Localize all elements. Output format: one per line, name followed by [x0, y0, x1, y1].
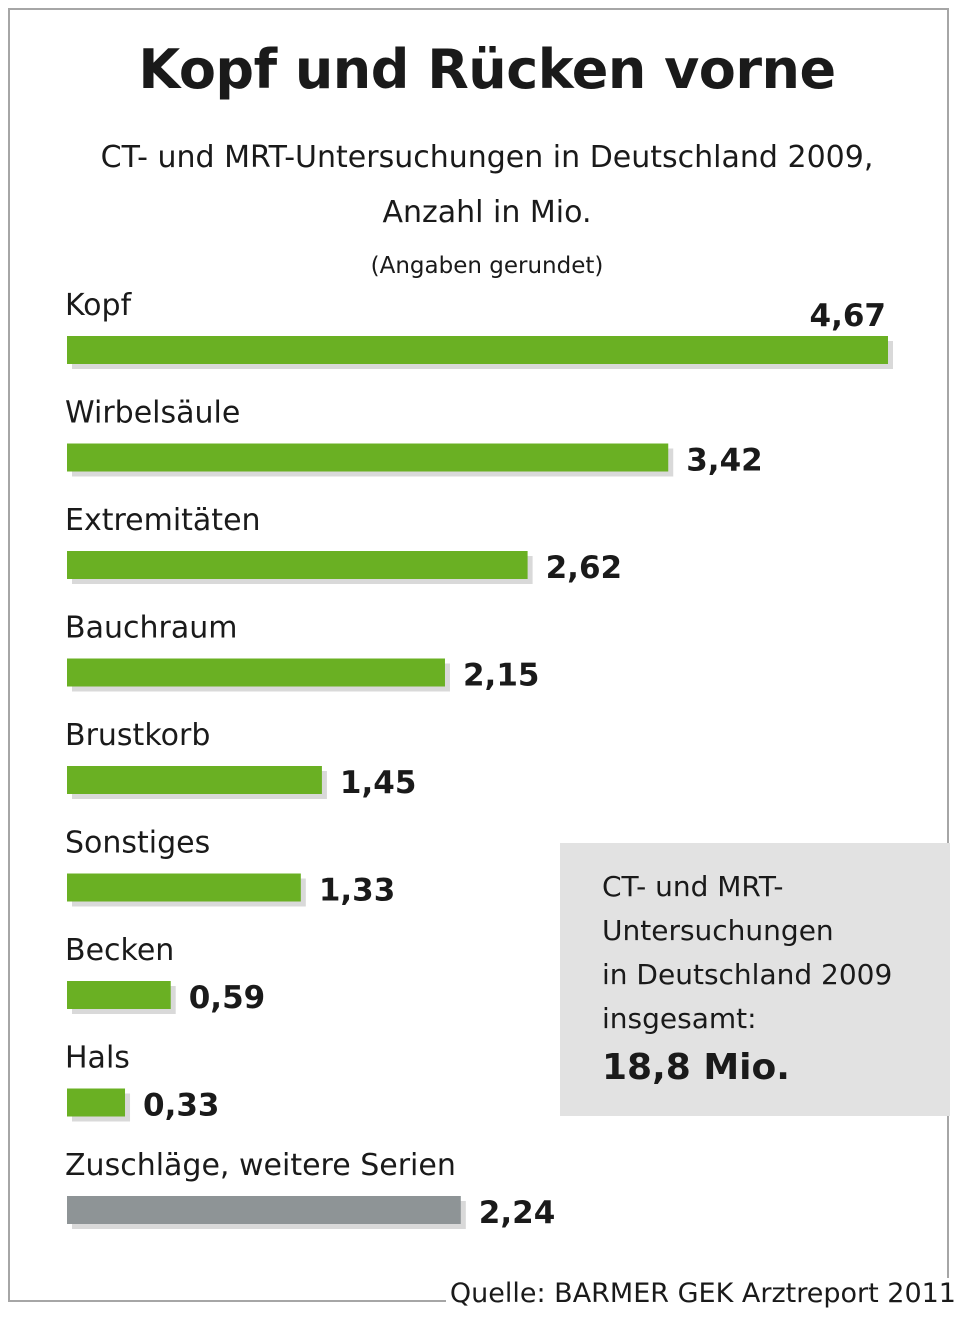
value-label: 1,33 [319, 873, 396, 909]
total-infobox: CT- und MRT- Untersuchungen in Deutschla… [560, 843, 950, 1116]
value-label: 2,62 [546, 550, 623, 586]
infobox-line3: in Deutschland 2009 [602, 958, 893, 991]
value-label: 2,24 [479, 1195, 556, 1231]
value-label: 1,45 [340, 765, 417, 801]
bar [67, 336, 888, 364]
infobox-total: 18,8 Mio. [602, 1047, 790, 1088]
bar-chart: Kopf 4,67 Wirbelsäule 3,42 Extremitäten 2,62 B… [65, 288, 893, 1231]
category-label: Becken [65, 933, 174, 968]
category-label: Extremitäten [65, 503, 261, 538]
bar [67, 873, 301, 902]
value-label: 3,42 [686, 443, 763, 479]
category-label: Sonstiges [65, 826, 210, 861]
chart-subtitle-line2: Anzahl in Mio. [382, 195, 592, 230]
bar [67, 443, 669, 472]
category-label: Brustkorb [65, 718, 210, 753]
bar [67, 766, 322, 794]
infobox-line2: Untersuchungen [602, 914, 834, 947]
bar [67, 1196, 461, 1224]
rounding-note: (Angaben gerundet) [370, 253, 604, 279]
bar [67, 1088, 126, 1117]
bar [67, 658, 445, 687]
category-label: Wirbelsäule [65, 396, 240, 431]
category-label: Hals [65, 1041, 130, 1076]
category-label: Kopf [65, 288, 133, 323]
chart-subtitle-line1: CT- und MRT-Untersuchungen in Deutschlan… [100, 140, 874, 175]
infobox-line4: insgesamt: [602, 1002, 757, 1035]
source-credit: Quelle: BARMER GEK Arztreport 2011 [445, 1278, 956, 1309]
value-label: 4,67 [810, 298, 887, 334]
bar [67, 981, 171, 1009]
value-label: 0,59 [189, 980, 265, 1016]
category-label: Zuschläge, weitere Serien [65, 1148, 456, 1183]
chart-title: Kopf und Rücken vorne [138, 38, 836, 101]
value-label: 0,33 [143, 1088, 220, 1124]
bar [67, 551, 528, 579]
category-label: Bauchraum [65, 611, 237, 646]
infobox-line1: CT- und MRT- [602, 870, 784, 903]
value-label: 2,15 [463, 658, 540, 694]
